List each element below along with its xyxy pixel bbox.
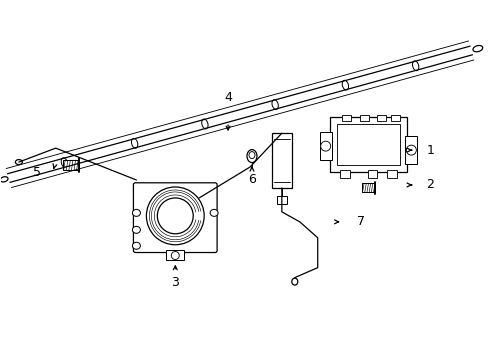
Ellipse shape [132,226,141,233]
Bar [342,115,350,121]
FancyBboxPatch shape [133,183,217,252]
Ellipse shape [272,100,278,109]
Text: 4: 4 [224,91,232,104]
Ellipse shape [15,159,23,165]
Ellipse shape [249,152,255,159]
Bar [272,133,292,188]
Ellipse shape [342,80,348,90]
Ellipse shape [247,150,257,163]
Bar [405,136,417,164]
Circle shape [157,198,193,234]
Bar [360,115,368,121]
Bar [277,196,287,204]
Circle shape [147,187,204,245]
Text: 2: 2 [426,179,434,192]
Text: 3: 3 [172,276,179,289]
Ellipse shape [202,119,208,129]
Ellipse shape [292,278,298,285]
Ellipse shape [132,210,141,216]
Ellipse shape [473,45,483,52]
Text: 7: 7 [357,215,365,228]
Bar [63,160,78,170]
Bar [337,124,400,165]
Text: 6: 6 [248,173,256,186]
Bar [166,249,184,261]
Bar [368,170,377,178]
Text: 5: 5 [33,166,41,179]
Ellipse shape [0,177,8,182]
Ellipse shape [61,158,68,167]
Bar [330,117,407,172]
Circle shape [406,145,416,155]
Circle shape [321,141,331,151]
Ellipse shape [131,139,138,148]
Text: 1: 1 [426,144,434,157]
Bar [340,170,349,178]
Ellipse shape [210,210,218,216]
Bar [388,170,397,178]
Ellipse shape [413,61,419,71]
Bar [377,115,387,121]
Bar [319,132,332,160]
Ellipse shape [132,242,141,249]
Bar [362,184,375,193]
Bar [392,115,400,121]
Circle shape [172,252,179,260]
